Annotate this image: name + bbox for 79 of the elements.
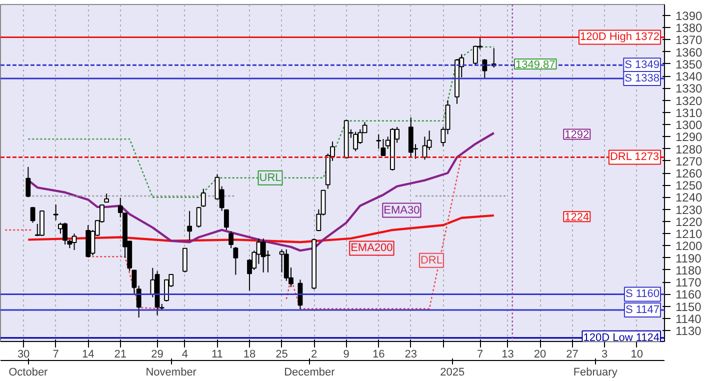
y-tick-label: 1130 (676, 324, 702, 338)
ref-line-label: 120D Low 1124 (583, 332, 660, 344)
y-tick-label: 1290 (676, 130, 703, 144)
x-tick-label: 27 (566, 348, 578, 360)
y-tick-label: 1210 (676, 227, 703, 242)
x-tick-label: 20 (534, 348, 546, 360)
x-tick-label: 21 (114, 348, 127, 360)
x-tick-label: 23 (404, 348, 418, 360)
y-tick-label: 1150 (676, 300, 702, 314)
y-tick-label: 1260 (676, 166, 703, 180)
candlestick (482, 58, 488, 79)
series-label: URL (259, 172, 282, 184)
annotation: 1292 (564, 129, 590, 142)
series-label: DRL (420, 254, 442, 266)
ref-line-label: DRL 1273 (610, 151, 660, 164)
line-series (28, 46, 494, 198)
x-tick-label: 4 (182, 348, 188, 360)
x-tick-label: 7 (476, 348, 484, 360)
candlestick (182, 248, 188, 273)
y-tick-label: 1220 (676, 214, 703, 229)
ref-line-label: S 1349 (624, 59, 660, 72)
ref-line-label: S 1338 (624, 72, 660, 84)
y-tick-label: 1170 (676, 276, 702, 290)
x-tick-label: 11 (212, 348, 223, 360)
x-tick-label: 29 (151, 348, 164, 360)
y-tick-label: 1350 (676, 57, 703, 72)
y-tick-label: 1370 (676, 33, 703, 48)
x-tick-label: 14 (82, 348, 94, 360)
candlestick (187, 210, 192, 241)
x2-tick-label: November (146, 366, 197, 378)
y-tick-label: 1230 (676, 202, 703, 217)
y-tick-label: 1190 (676, 251, 702, 266)
x2-tick-label: February (573, 366, 618, 378)
ref-line-label: S 1147 (625, 304, 660, 316)
candlestick (376, 134, 382, 150)
x2-tick-label: October (8, 366, 48, 378)
candlestick (132, 269, 137, 295)
candlestick (196, 206, 202, 228)
y-tick-label: 1160 (676, 288, 702, 302)
x-tick-label: 3 (601, 348, 608, 360)
x-tick-label: 13 (502, 348, 514, 360)
y-tick-label: 1280 (676, 142, 703, 156)
candlestick (53, 204, 58, 221)
candlestick (26, 166, 31, 198)
y-tick-label: 1270 (676, 154, 703, 168)
y-tick-label: 1360 (676, 45, 703, 60)
y-tick-label: 1340 (676, 70, 703, 84)
y-tick-label: 1380 (676, 21, 703, 36)
candlestick (30, 206, 36, 224)
x2-tick-label: December (284, 366, 336, 378)
y-tick-label: 1140 (676, 312, 702, 326)
x-tick-label: 18 (243, 348, 256, 360)
candlestick (228, 230, 234, 249)
x-tick-label: 16 (372, 348, 385, 360)
annotation: 1349.87 (516, 59, 556, 72)
candlestick (136, 285, 142, 318)
candlestick (233, 246, 238, 276)
series-label: EMA30 (384, 204, 420, 216)
y-tick-label: 1390 (676, 8, 703, 23)
x-tick-label: 30 (17, 348, 30, 360)
y-tick-label: 1200 (676, 239, 703, 254)
ref-line-label: S 1160 (625, 288, 660, 300)
y-tick-label: 1310 (676, 106, 703, 120)
y-tick-label: 1320 (676, 94, 703, 108)
annotation: 1224 (564, 212, 590, 224)
y-tick-label: 1330 (676, 82, 703, 96)
x-tick-label: 25 (276, 348, 288, 360)
x-tick-label: 9 (343, 348, 350, 360)
x2-tick-label: 2025 (440, 366, 465, 378)
y-tick-label: 1180 (676, 263, 702, 278)
x-tick-label: 2 (310, 348, 318, 360)
ref-line-label: 120D High 1372 (580, 31, 660, 44)
series-label: EMA200 (350, 242, 393, 254)
y-tick-label: 1300 (676, 118, 703, 132)
x-tick-label: 7 (52, 348, 59, 360)
x-tick-label: 10 (630, 348, 643, 360)
y-tick-label: 1250 (676, 178, 703, 193)
candlestick (200, 188, 206, 208)
y-tick-label: 1240 (676, 190, 703, 205)
